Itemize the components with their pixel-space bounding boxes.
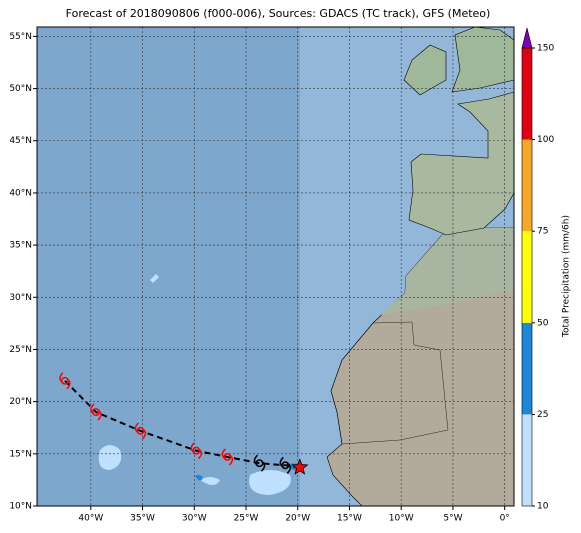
colorbar-segment [522,414,532,506]
europe [408,91,514,236]
y-tick-label: 30°N [9,293,32,303]
y-tick-label: 15°N [9,449,32,459]
colorbar-segment [522,231,532,323]
britain [451,27,514,93]
x-tick-label: 15°W [337,514,362,524]
x-tick-label: 40°W [78,514,103,524]
x-tick-label: 35°W [130,514,155,524]
y-tick-label: 35°N [9,241,32,251]
colorbar-tick-label: 75 [537,227,548,237]
colorbar-label: Total Precipitation (mm/6h) [562,215,572,338]
colorbar-tick-label: 150 [537,44,554,54]
colorbar-segment [522,139,532,232]
x-tick-label: 10°W [389,514,414,524]
x-tick-label: 20°W [285,514,310,524]
y-tick-label: 10°N [9,502,32,512]
y-tick-label: 55°N [9,32,32,42]
map-title: Forecast of 2018090806 (f000-006), Sourc… [66,7,491,20]
x-tick-label: 30°W [182,514,207,524]
colorbar-tick-label: 25 [537,410,548,420]
storm-center [136,426,145,435]
ireland [403,44,447,96]
tc-track [59,372,309,475]
storm-center [255,459,264,468]
morocco-relief [380,228,514,315]
colorbar-tick-label: 50 [537,318,549,328]
colorbar-tick-label: 100 [537,135,554,145]
colorbar: 10 25 50 75 100 150 [521,27,554,512]
storm-center [223,453,232,461]
axes: 40°W 35°W 30°W 25°W 20°W 15°W 10°W 5°W 0° 10°N 15°… [9,32,509,524]
colorbar-segment [522,322,532,415]
x-tick-label: 0° [500,514,510,524]
y-tick-label: 45°N [9,136,32,146]
colorbar-segment [522,48,532,140]
borders [330,321,449,445]
colorbar-extend [521,27,533,49]
map-area [37,27,514,506]
y-tick-label: 25°N [9,345,32,355]
y-tick-label: 20°N [9,397,32,407]
track-line [64,380,300,469]
x-tick-label: 25°W [234,514,259,524]
map-frame [36,26,515,507]
storm-center [92,408,100,417]
y-tick-label: 50°N [9,84,32,94]
x-tick-label: 5°W [443,514,462,524]
y-tick-label: 40°N [9,188,32,198]
storm-center [281,461,290,470]
storm-center [192,446,201,455]
track-star [291,458,309,475]
precipitation [98,274,291,495]
colorbar-frame [521,47,533,507]
grid [37,27,514,506]
colorbar-tick-label: 10 [537,502,549,512]
storm-center [60,376,69,385]
